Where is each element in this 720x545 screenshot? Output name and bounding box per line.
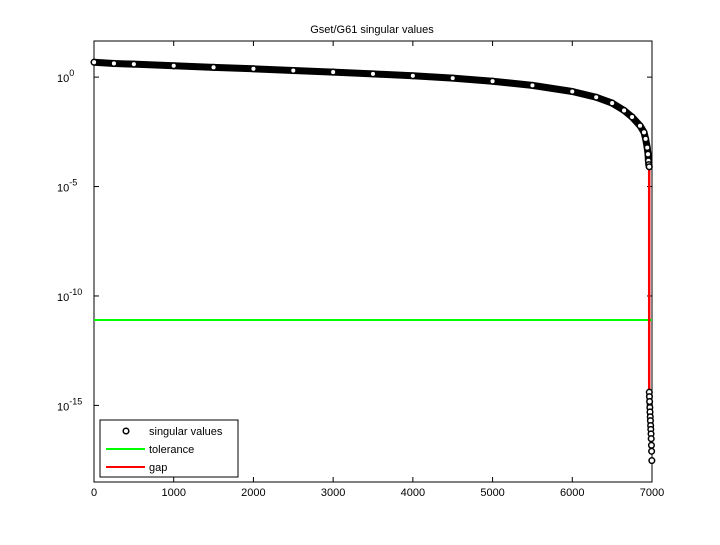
singular-value-point (608, 99, 616, 107)
singular-value-point (645, 163, 653, 171)
singular-value-point (528, 81, 536, 89)
x-tick-label: 7000 (640, 487, 664, 499)
chart-title: Gset/G61 singular values (310, 24, 434, 36)
singular-value-point (130, 60, 138, 68)
singular-value-point (640, 128, 648, 136)
legend: singular values tolerance gap (99, 419, 239, 478)
singular-value-point (568, 87, 576, 96)
y-tick-label: 10-5 (57, 178, 77, 195)
singular-value-point (249, 65, 257, 73)
y-tick-label: 10-10 (57, 287, 82, 304)
plot-area (93, 40, 653, 483)
singular-value-point (90, 58, 98, 66)
x-tick-label: 0 (91, 487, 97, 499)
singular-value-point (210, 63, 218, 71)
singular-value-point (628, 113, 636, 121)
x-tick-label: 4000 (401, 487, 425, 499)
x-tick-label: 6000 (560, 487, 584, 499)
singular-value-point (646, 397, 654, 406)
singular-value-point (647, 435, 655, 443)
singular-value-point (369, 70, 377, 78)
singular-value-point (644, 150, 652, 158)
singular-value-point (648, 447, 656, 455)
singular-value-point (110, 59, 118, 68)
singular-value-point (592, 93, 600, 101)
singular-value-point (642, 135, 650, 143)
x-tick-label: 3000 (321, 487, 345, 499)
legend-marker-singular-values (122, 427, 130, 435)
legend-label-singular-values: singular values (149, 426, 223, 438)
singular-value-point (636, 122, 644, 130)
singular-value-point (289, 66, 297, 75)
x-tick-label: 1000 (161, 487, 185, 499)
singular-value-point (449, 74, 457, 82)
y-tick-label: 10-15 (57, 396, 82, 413)
legend-label-tolerance: tolerance (149, 444, 194, 456)
singular-value-point (643, 144, 651, 152)
singular-value-point (648, 457, 656, 465)
singular-value-point (647, 441, 655, 449)
singular-value-point (620, 106, 628, 114)
legend-label-gap: gap (149, 462, 167, 474)
singular-value-point (489, 77, 497, 85)
singular-value-point (170, 62, 178, 70)
x-tick-label: 5000 (480, 487, 504, 499)
singular-value-point (329, 68, 337, 76)
y-tick-label: 100 (57, 68, 74, 85)
x-tick-label: 2000 (241, 487, 265, 499)
singular-value-point (409, 72, 417, 80)
